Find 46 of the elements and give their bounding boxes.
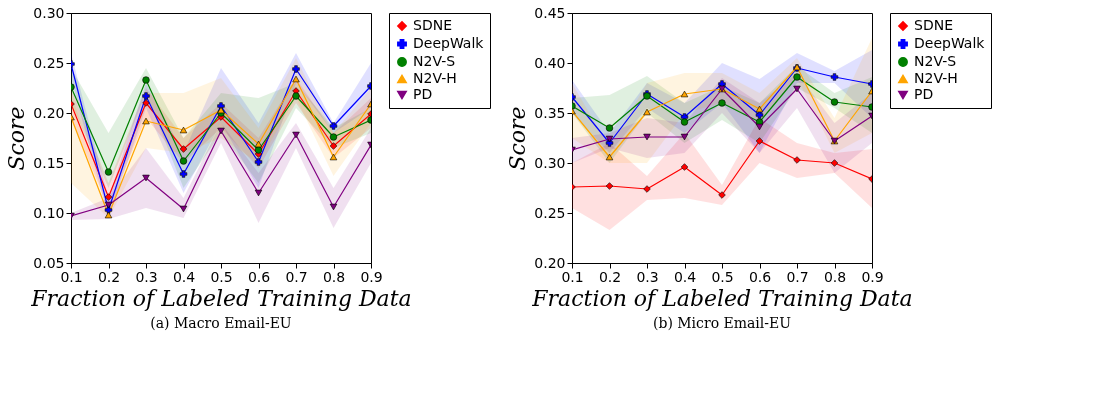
legend-label: DeepWalk	[914, 35, 986, 51]
x-tick-label: 0.9	[861, 268, 884, 285]
x-tick-label: 0.3	[636, 268, 659, 285]
x-tick-label: 0.5	[711, 268, 734, 285]
x-tick-label: 0.4	[673, 268, 697, 285]
x-tick-label: 0.6	[748, 268, 772, 285]
x-tick-label: 0.2	[97, 268, 121, 285]
x-tick-label: 0.3	[135, 268, 158, 285]
y-tick-label: 0.30	[33, 4, 65, 21]
y-tick-label: 0.40	[534, 54, 566, 71]
x-tick-label: 0.4	[172, 268, 196, 285]
legend-label: N2V-H	[914, 70, 958, 86]
x-tick-label: 0.5	[210, 268, 233, 285]
legend-label: N2V-H	[413, 70, 457, 86]
x-tick-label: 0.1	[60, 268, 83, 285]
y-axis-title: Score	[4, 106, 30, 171]
x-axis-title: Fraction of Labeled Training Data	[30, 285, 412, 311]
legend-label: DeepWalk	[413, 35, 485, 51]
x-tick-label: 0.1	[561, 268, 584, 285]
y-tick-label: 0.20	[33, 104, 65, 121]
legend-label: SDNE	[413, 17, 452, 33]
x-tick-label: 0.8	[823, 268, 847, 285]
x-tick-label: 0.7	[786, 268, 809, 285]
y-tick-label: 0.30	[534, 154, 566, 171]
legend-label: PD	[914, 86, 934, 102]
y-axis-title: Score	[505, 106, 531, 171]
y-tick-label: 0.15	[33, 154, 65, 171]
y-tick-label: 0.10	[33, 204, 65, 221]
legend-label: N2V-S	[413, 53, 456, 69]
legend-label: SDNE	[914, 17, 953, 33]
x-tick-label: 0.2	[598, 268, 622, 285]
y-tick-label: 0.20	[534, 254, 566, 271]
legend-label: N2V-S	[914, 53, 957, 69]
y-tick-label: 0.35	[534, 104, 566, 121]
y-tick-label: 0.05	[33, 254, 65, 271]
x-axis-title: Fraction of Labeled Training Data	[531, 285, 913, 311]
x-tick-label: 0.7	[285, 268, 308, 285]
text: (a) Macro Email-EU	[150, 315, 292, 331]
text: (b) Micro Email-EU	[652, 315, 792, 331]
x-tick-label: 0.6	[247, 268, 271, 285]
y-tick-label: 0.25	[534, 204, 566, 221]
x-tick-label: 0.8	[322, 268, 346, 285]
legend-label: PD	[413, 86, 433, 102]
x-tick-label: 0.9	[360, 268, 383, 285]
y-tick-label: 0.45	[534, 4, 566, 21]
y-tick-label: 0.25	[33, 54, 65, 71]
